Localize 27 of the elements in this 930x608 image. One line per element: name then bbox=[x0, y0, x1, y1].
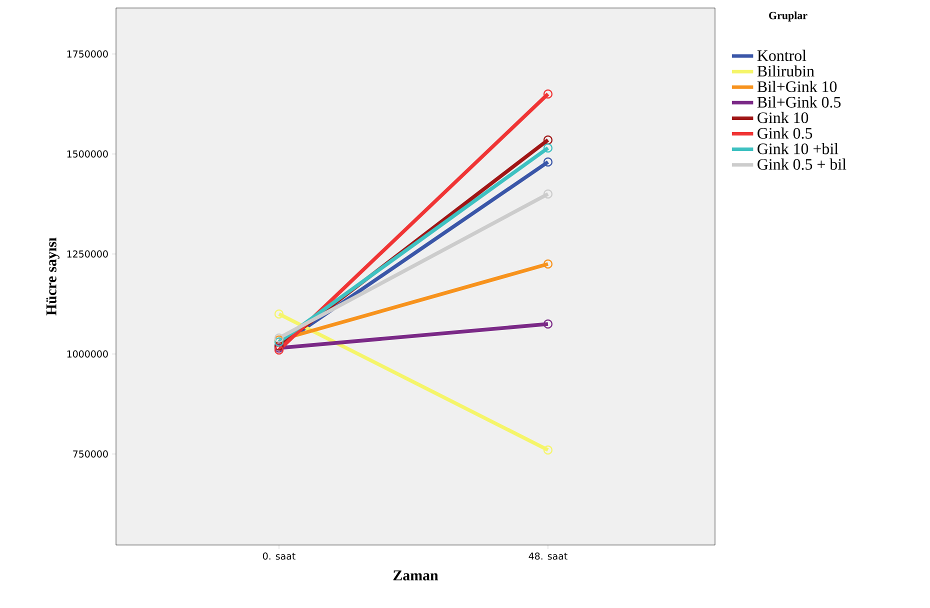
x-tick-label: 48. saat bbox=[528, 552, 568, 560]
point bbox=[543, 135, 553, 145]
point bbox=[543, 319, 553, 329]
legend-label: Gink 0.5 + bil bbox=[758, 158, 846, 170]
legend-label: Bil+Gink 0.5 bbox=[757, 96, 841, 108]
y-tick-label: 1250000 bbox=[67, 250, 108, 258]
legend-label: Gink 10 +bil bbox=[758, 143, 838, 154]
point bbox=[543, 445, 553, 455]
y-tick-label: 750000 bbox=[73, 450, 108, 458]
y-tick-label: 1000000 bbox=[67, 350, 108, 358]
point bbox=[543, 157, 553, 167]
legend-label: Kontrol bbox=[757, 50, 806, 61]
y-tick-label: 1750000 bbox=[67, 50, 108, 58]
legend-label: Bil+Gink 10 bbox=[757, 80, 837, 92]
point bbox=[543, 189, 553, 199]
y-tick-label: 1500000 bbox=[67, 150, 108, 158]
legend-title: Gruplar bbox=[769, 12, 808, 22]
x-tick-label: 0. saat bbox=[262, 552, 296, 560]
point bbox=[543, 89, 553, 99]
legend-label: Gink 0.5 bbox=[758, 127, 812, 139]
point bbox=[543, 143, 553, 153]
point bbox=[274, 309, 284, 319]
point bbox=[543, 259, 553, 269]
legend-label: Bilirubin bbox=[757, 65, 814, 77]
x-axis-title: Zaman bbox=[393, 570, 438, 580]
y-axis-title: Hücre sayısı bbox=[46, 238, 60, 316]
legend-label: Gink 10 bbox=[758, 112, 808, 124]
